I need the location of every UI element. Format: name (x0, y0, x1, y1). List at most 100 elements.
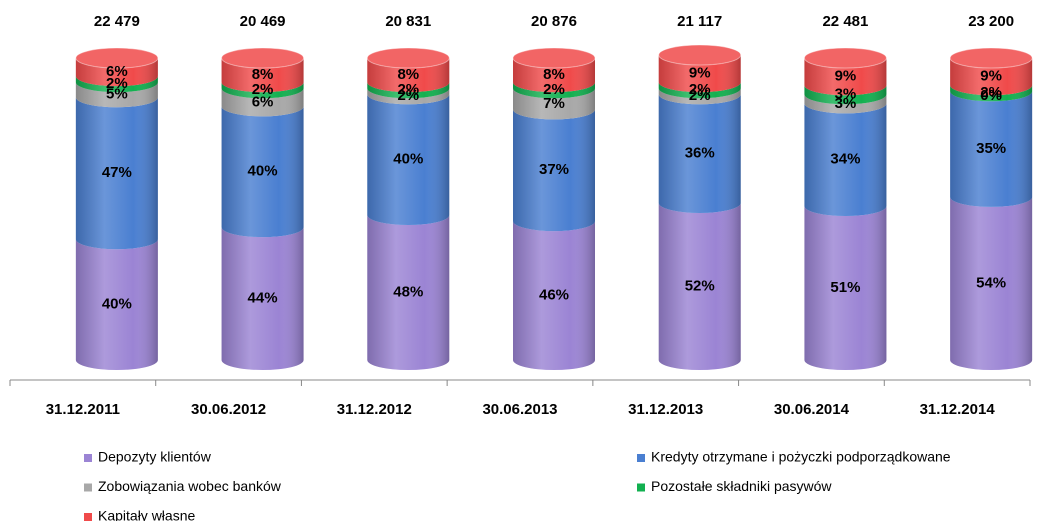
data-label: 36% (685, 145, 715, 162)
legend-swatch (84, 483, 92, 492)
cylinder-top (512, 47, 596, 69)
shade (513, 58, 595, 93)
shade (367, 94, 450, 226)
data-label: 47% (102, 164, 132, 181)
x-tick-label: 31.12.2014 (920, 401, 996, 418)
cylinder-top-shine (658, 45, 741, 66)
cylinder-top-shine (804, 48, 887, 69)
total-label: 21 117 (677, 13, 722, 30)
cylinder-top-shine (221, 48, 304, 69)
shade (804, 94, 887, 114)
shade (221, 227, 304, 370)
shade (804, 58, 887, 96)
data-label: 40% (102, 296, 132, 313)
data-label: 2% (397, 87, 419, 104)
x-tick-label: 31.12.2011 (46, 401, 120, 418)
data-label: 2% (543, 81, 565, 98)
data-label: 48% (393, 283, 423, 300)
data-label: 7% (543, 95, 565, 112)
data-label: 34% (830, 151, 860, 168)
data-label: 6% (106, 63, 128, 80)
data-label: 2% (252, 81, 274, 98)
data-label: 2% (689, 81, 711, 98)
shade (367, 215, 450, 370)
shade (658, 88, 741, 105)
shade (658, 94, 741, 213)
shade (658, 82, 741, 99)
data-label: 8% (252, 66, 274, 83)
cylinder-top-shine (950, 48, 1033, 69)
data-label: 51% (830, 279, 860, 296)
x-tick-label: 30.06.2012 (191, 401, 266, 418)
cylinder-top (75, 47, 159, 69)
data-label: 3% (835, 95, 857, 112)
shade (804, 85, 887, 105)
data-label: 0% (980, 87, 1002, 104)
legend-label: Kapitały własne (98, 508, 195, 521)
x-tick-label: 31.12.2012 (337, 401, 412, 418)
shade (950, 91, 1033, 207)
data-label: 2% (980, 84, 1002, 101)
data-label: 9% (835, 68, 857, 85)
legend-swatch (637, 483, 645, 492)
shade (513, 82, 595, 99)
data-label: 37% (539, 161, 569, 178)
data-label: 35% (976, 140, 1006, 157)
shade (367, 88, 450, 105)
data-label: 46% (539, 287, 569, 304)
shade (221, 88, 304, 117)
shade (367, 58, 450, 93)
data-label: 2% (689, 87, 711, 104)
total-label: 20 831 (385, 13, 431, 30)
data-label: 40% (248, 163, 278, 180)
data-label: 40% (393, 151, 423, 168)
legend-label: Pozostałe składniki pasywów (651, 478, 832, 494)
x-tick-label: 30.06.2013 (482, 401, 557, 418)
legend-swatch (84, 454, 92, 462)
shade (804, 103, 887, 216)
data-label: 6% (252, 93, 274, 110)
shade (221, 106, 304, 238)
total-label: 22 479 (94, 13, 140, 30)
shade (658, 55, 741, 93)
data-label: 3% (835, 86, 857, 103)
shade (221, 58, 304, 93)
total-label: 20 876 (531, 13, 577, 30)
cylinder-top (658, 44, 742, 66)
data-label: 52% (685, 277, 715, 294)
legend-swatch (84, 513, 92, 521)
shade (75, 239, 158, 370)
data-label: 2% (397, 81, 419, 98)
cylinder-top-shine (367, 48, 450, 69)
cylinder-top (366, 47, 450, 69)
shade (75, 76, 158, 93)
shade (950, 58, 1033, 96)
shade (513, 221, 595, 370)
shade (367, 82, 450, 99)
cylinder-top (221, 47, 305, 69)
total-label: 22 481 (822, 13, 868, 30)
shade (221, 82, 304, 99)
data-label: 5% (106, 86, 128, 103)
shade (75, 82, 158, 108)
shade (658, 202, 741, 370)
legend-label: Zobowiązania wobec banków (98, 478, 282, 494)
data-label: 9% (689, 65, 711, 82)
x-tick-label: 30.06.2014 (774, 401, 850, 418)
legend-label: Depozyty klientów (98, 449, 212, 465)
shade (950, 196, 1033, 370)
shade (950, 85, 1033, 102)
data-label: 8% (397, 66, 419, 83)
shade (75, 97, 158, 250)
legend-swatch (637, 454, 645, 462)
data-label: 2% (106, 75, 128, 92)
cylinder-top-shine (75, 48, 158, 69)
total-label: 20 469 (240, 13, 286, 30)
x-tick-label: 31.12.2013 (628, 401, 703, 418)
cylinder-top (949, 47, 1033, 69)
cylinder-top (803, 47, 887, 69)
shade (75, 58, 158, 87)
data-label: 9% (980, 68, 1002, 85)
